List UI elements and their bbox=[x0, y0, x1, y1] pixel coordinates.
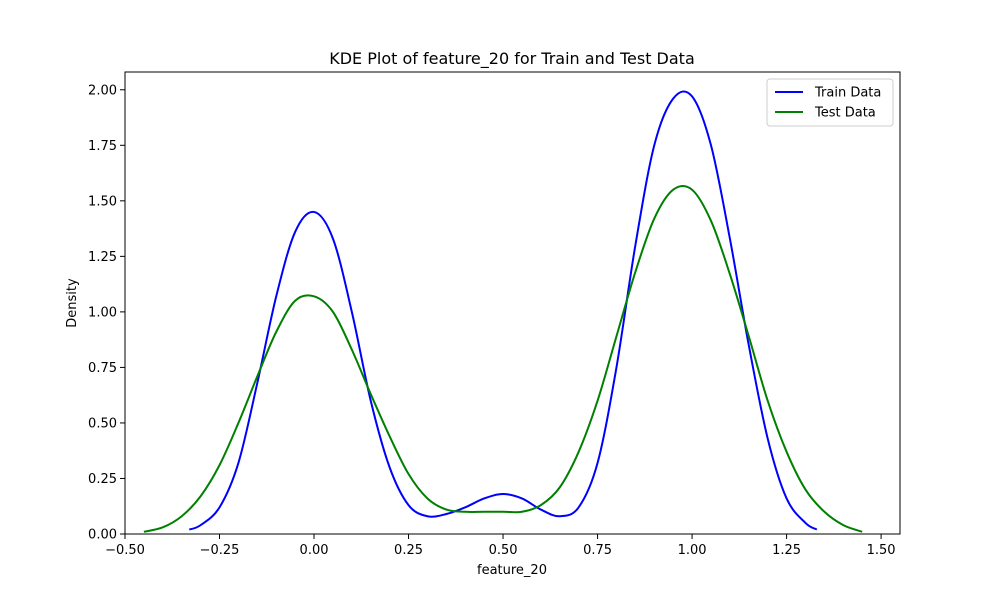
x-tick-label: 1.50 bbox=[867, 543, 896, 558]
y-tick-label: 0.00 bbox=[88, 528, 117, 543]
x-tick-label: −0.50 bbox=[105, 543, 145, 558]
legend: Train Data Test Data bbox=[766, 78, 894, 127]
x-axis: −0.50 −0.25 0.00 0.25 0.50 0.75 1.00 1.25 1.50 bbox=[105, 534, 896, 558]
y-axis: 0.00 0.25 0.50 0.75 1.00 1.25 1.50 1.75 2.00 bbox=[88, 83, 125, 543]
y-tick-label: 1.50 bbox=[88, 194, 117, 209]
x-tick-label: 0.25 bbox=[394, 543, 423, 558]
legend-label-train-data: Train Data bbox=[814, 86, 881, 101]
x-tick-label: 0.75 bbox=[583, 543, 612, 558]
x-tick-label: 1.00 bbox=[678, 543, 707, 558]
x-tick-label: 0.00 bbox=[300, 543, 329, 558]
series-layer bbox=[143, 90, 863, 533]
legend-label-test-data: Test Data bbox=[814, 106, 876, 121]
series-line-test-data bbox=[143, 184, 863, 533]
y-tick-label: 1.00 bbox=[88, 305, 117, 320]
y-tick-label: 1.75 bbox=[88, 139, 117, 154]
legend-box bbox=[766, 78, 894, 127]
y-tick-label: 2.00 bbox=[88, 83, 117, 98]
x-tick-label: 0.50 bbox=[489, 543, 518, 558]
y-tick-label: 0.50 bbox=[88, 416, 117, 431]
plot-frame bbox=[124, 71, 901, 535]
y-tick-label: 0.75 bbox=[88, 361, 117, 376]
y-axis-title: Density bbox=[65, 278, 80, 328]
y-tick-label: 1.25 bbox=[88, 250, 117, 265]
x-tick-label: 1.25 bbox=[772, 543, 801, 558]
series-line-train-data bbox=[188, 90, 818, 531]
x-tick-label: −0.25 bbox=[200, 543, 240, 558]
x-axis-title: feature_20 bbox=[477, 563, 547, 578]
chart-title: KDE Plot of feature_20 for Train and Tes… bbox=[329, 49, 695, 69]
y-tick-label: 0.25 bbox=[88, 472, 117, 487]
